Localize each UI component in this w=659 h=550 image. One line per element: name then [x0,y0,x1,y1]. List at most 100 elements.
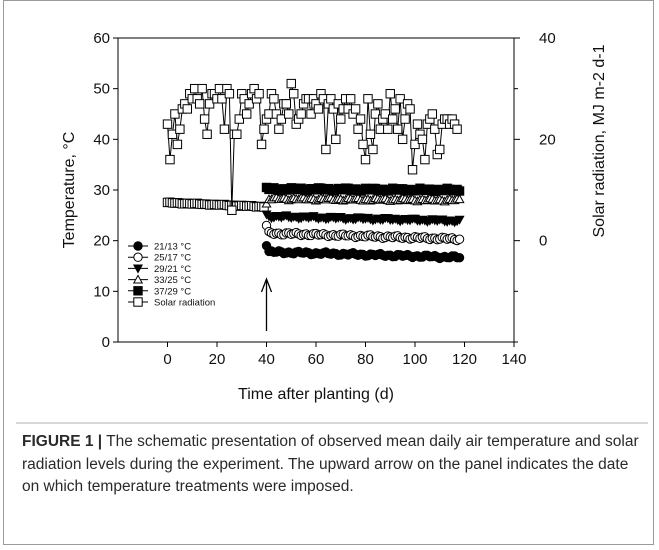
y2-tick-label: 0 [539,233,547,250]
solar-radiation-point [410,139,420,150]
solar-radiation-point [385,89,395,99]
solar-radiation-point [358,139,368,150]
solar-radiation-point [417,134,428,145]
solar-radiation-point [328,104,339,114]
solar-radiation-point [380,109,391,119]
series-point-4 [454,186,465,196]
x-tick-label: 80 [357,351,374,368]
x-axis-label: Time after planting (d) [238,386,394,403]
y-tick-label: 50 [93,81,110,98]
solar-radiation-point [430,124,440,134]
solar-radiation-point [373,99,383,109]
solar-radiation-point [199,114,210,124]
x-tick-label: 120 [452,351,477,368]
solar-radiation-point [427,109,438,119]
figure-caption: FIGURE 1 | The schematic presentation of… [22,431,642,499]
chart-svg: 0 20 40 60 80 100 120 140 0 10 20 30 40 50 60 0 20 40 Time… [61,30,608,403]
y-tick-label: 60 [93,30,110,47]
solar-radiation-point [224,89,235,99]
solar-radiation-point [390,104,400,114]
solar-radiation-point [234,114,244,124]
legend-label: 37/29 °C [154,286,191,297]
solar-radiation-point [326,94,336,104]
solar-radiation-point [368,144,378,155]
y-tick-label: 0 [102,334,110,351]
legend-label: 25/17 °C [154,253,191,264]
solar-radiation-point [289,89,299,99]
caption-divider [16,422,648,424]
legend-marker [133,286,143,296]
legend-label: 33/25 °C [154,275,191,286]
solar-radiation-point [244,99,254,109]
solar-radiation-point [345,94,356,104]
solar-radiation-point [182,104,193,114]
solar-radiation-point [363,94,373,104]
solar-radiation-point [395,94,405,104]
solar-radiation-point [313,104,324,114]
solar-radiation-point [271,109,282,119]
solar-radiation-point [452,124,462,134]
solar-radiation-point [388,114,398,124]
solar-radiation-point [435,144,445,155]
x-tick-label: 140 [501,351,526,368]
y-tick-label: 10 [93,283,110,300]
solar-radiation-point [175,124,185,134]
solar-radiation-point [254,89,264,99]
solar-radiation-point [204,99,215,109]
solar-radiation-point [405,104,415,114]
solar-radiation-point [217,94,227,104]
solar-radiation-point [321,144,331,155]
y-axis-label: Temperature, °C [61,132,78,249]
solar-radiation-point [232,129,242,139]
solar-radiation-point [276,114,287,124]
solar-radiation-point [370,109,381,119]
series-point-2 [454,215,465,225]
solar-radiation-point [274,124,284,134]
solar-radiation-point [197,83,207,94]
series-point-1 [454,234,465,244]
x-tick-label: 60 [308,351,325,368]
solar-radiation-point [256,139,267,150]
solar-radiation-point [284,109,294,119]
solar-radiation-point [353,124,363,134]
solar-radiation-point [249,83,259,94]
x-tick-label: 40 [258,351,275,368]
caption-text: The schematic presentation of observed m… [22,433,639,495]
solar-radiation-point [194,99,205,109]
solar-radiation-point [336,114,346,124]
solar-radiation-point [331,134,341,145]
y-tick-label: 20 [93,233,110,250]
y-tick-label: 30 [93,182,110,199]
solar-radiation-point [392,124,403,134]
solar-radiation-point [383,124,393,134]
legend-marker [133,252,143,262]
y2-tick-label: 40 [539,30,556,47]
legend-marker [132,264,144,274]
solar-radiation-point [227,205,237,215]
solar-radiation-point [167,129,178,139]
x-tick-label: 0 [163,351,171,368]
legend-label: 21/13 °C [154,242,191,253]
solar-radiation-point [162,119,173,129]
y-tick-label: 40 [93,131,110,148]
solar-radiation-point [365,129,376,139]
solar-radiation-point [407,165,418,175]
solar-radiation-point [286,78,296,89]
solar-radiation-point [420,154,430,165]
x-tick-label: 100 [402,351,427,368]
legend-label: Solar radiation [154,298,215,309]
series-point-0 [454,252,465,263]
y2-axis-label: Solar radiation, MJ m-2 d-1 [591,44,608,237]
solar-radiation-point [281,99,292,109]
solar-radiation-point [355,114,366,124]
legend-marker [133,241,143,251]
caption-label: FIGURE 1 | [22,433,103,450]
solar-radiation-point [202,129,212,139]
solar-radiation-point [296,109,306,119]
solar-radiation-point [333,99,343,109]
legend-label: 29/21 °C [154,264,191,275]
solar-radiation-point [242,109,252,119]
solar-radiation-point [170,109,180,119]
solar-radiation-point [397,134,408,145]
solar-radiation-point [239,94,249,104]
